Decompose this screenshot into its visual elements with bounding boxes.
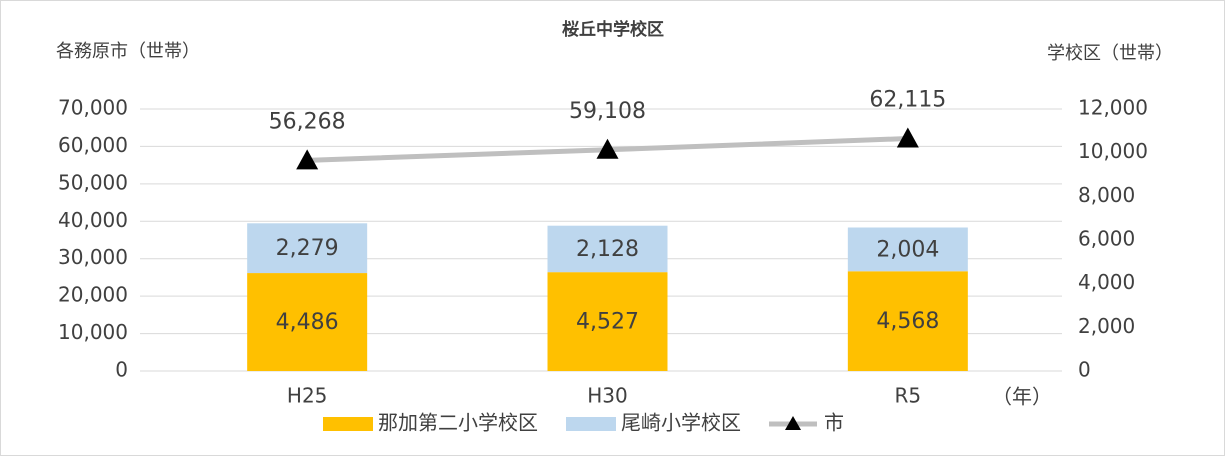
y2-tick-label: 4,000 xyxy=(1078,270,1135,294)
legend-label: 尾崎小学校区 xyxy=(621,411,741,435)
bar-segment xyxy=(247,273,368,371)
x-axis-title: （年） xyxy=(992,385,1052,409)
marker xyxy=(896,127,919,148)
bar-segment xyxy=(547,272,668,371)
legend-label: 那加第二小学校区 xyxy=(378,411,538,435)
y-tick-label: 20,000 xyxy=(58,283,128,307)
y-tick-label: 60,000 xyxy=(58,133,128,157)
chart-title: 桜丘中学校区 xyxy=(562,19,664,40)
y-tick-label: 0 xyxy=(115,358,128,382)
x-tick-label: R5 xyxy=(895,384,922,408)
data-label: 56,268 xyxy=(269,109,346,134)
bar-segment xyxy=(247,223,368,274)
data-label: 4,527 xyxy=(576,310,639,335)
y-tick-label: 50,000 xyxy=(58,170,128,194)
data-label: 59,108 xyxy=(569,99,646,124)
legend-label: 市 xyxy=(824,411,844,435)
x-tick-label: H25 xyxy=(287,384,328,408)
bar-segment xyxy=(847,227,968,272)
marker xyxy=(296,149,319,170)
data-label: 2,279 xyxy=(276,236,339,261)
y2-tick-label: 2,000 xyxy=(1078,314,1135,338)
y2-axis-title: 学校区（世帯） xyxy=(1047,43,1173,64)
data-label: 4,486 xyxy=(276,310,339,335)
data-label: 2,128 xyxy=(576,237,639,262)
data-label: 4,568 xyxy=(876,309,939,334)
y-tick-label: 30,000 xyxy=(58,245,128,269)
y-tick-label: 40,000 xyxy=(58,208,128,232)
legend-marker xyxy=(785,416,801,430)
x-tick-label: H30 xyxy=(587,384,628,408)
y-tick-label: 70,000 xyxy=(58,96,128,120)
y-tick-label: 10,000 xyxy=(58,320,128,344)
y2-tick-label: 0 xyxy=(1078,358,1091,382)
y2-tick-label: 6,000 xyxy=(1078,227,1135,251)
legend-swatch xyxy=(566,417,616,431)
data-label: 62,115 xyxy=(869,88,946,113)
y2-tick-label: 10,000 xyxy=(1078,139,1148,163)
bar-segment xyxy=(547,225,668,273)
marker xyxy=(596,138,619,159)
legend-swatch xyxy=(323,417,373,431)
y2-tick-label: 12,000 xyxy=(1078,96,1148,120)
data-label: 2,004 xyxy=(876,237,939,262)
y2-tick-label: 8,000 xyxy=(1078,183,1135,207)
y-axis-title: 各務原市（世帯） xyxy=(56,41,200,62)
bar-segment xyxy=(847,271,968,371)
